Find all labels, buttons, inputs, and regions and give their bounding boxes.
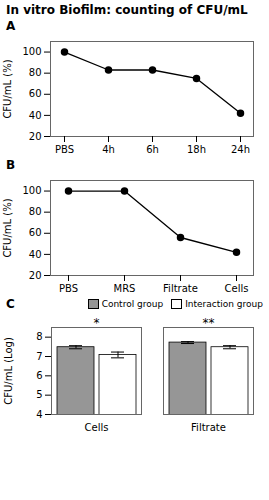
svg-text:*: * [94, 316, 100, 330]
svg-text:Cells: Cells [85, 422, 109, 433]
svg-text:20: 20 [29, 270, 42, 281]
svg-text:**: ** [203, 316, 215, 330]
svg-text:CFU/mL (%): CFU/mL (%) [2, 59, 13, 118]
svg-text:80: 80 [29, 206, 42, 217]
svg-text:60: 60 [29, 227, 42, 238]
svg-text:4h: 4h [102, 144, 115, 155]
svg-text:24h: 24h [231, 144, 250, 155]
svg-text:40: 40 [29, 110, 42, 121]
html-text:In vitro Biofilm: counting of: In vitro Biofilm: counting of CFU/mL [6, 3, 248, 17]
svg-text:40: 40 [29, 249, 42, 260]
html-text:B: B [6, 158, 16, 172]
svg-text:MRS: MRS [114, 283, 136, 294]
svg-text:CFU/mL (Log): CFU/mL (Log) [3, 337, 14, 405]
svg-text:60: 60 [29, 88, 42, 99]
svg-text:Filtrate: Filtrate [191, 422, 226, 433]
html-text:A: A [6, 19, 16, 33]
svg-text:6: 6 [36, 370, 42, 381]
html-text:Interaction group: Interaction group [185, 299, 263, 309]
svg-text:18h: 18h [187, 144, 206, 155]
svg-text:CFU/mL (%): CFU/mL (%) [2, 198, 13, 257]
svg-text:4: 4 [36, 409, 42, 420]
svg-text:20: 20 [29, 131, 42, 142]
svg-text:100: 100 [22, 46, 41, 57]
svg-text:PBS: PBS [59, 283, 78, 294]
svg-text:6h: 6h [146, 144, 159, 155]
svg-text:80: 80 [29, 67, 42, 78]
svg-text:7: 7 [36, 351, 42, 362]
svg-text:Filtrate: Filtrate [163, 283, 198, 294]
svg-text:8: 8 [36, 331, 42, 342]
svg-text:Cells: Cells [225, 283, 249, 294]
html-text:Control group: Control group [101, 299, 164, 309]
html-text:C: C [6, 297, 15, 311]
svg-text:100: 100 [22, 185, 41, 196]
svg-text:PBS: PBS [55, 144, 74, 155]
svg-text:5: 5 [36, 389, 42, 400]
